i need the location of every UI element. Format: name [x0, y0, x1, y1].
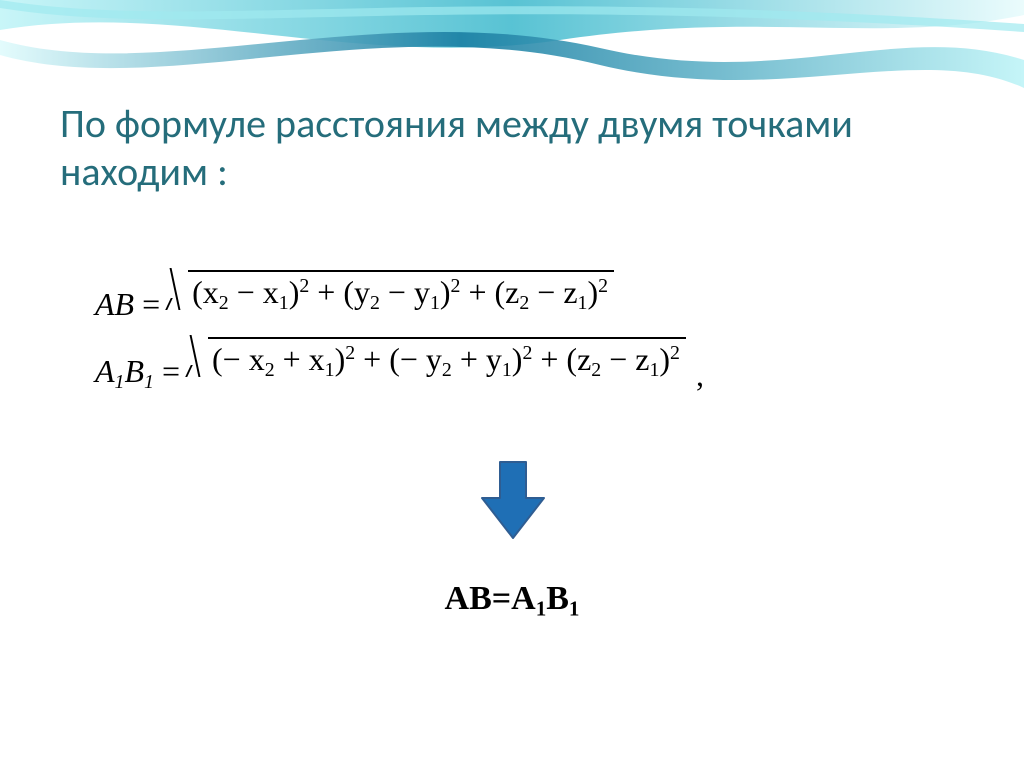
formula-2: A1B1 = (− x2 + x1)2 + (− y2 + y1)2 + (z2…: [95, 337, 915, 394]
slide-title: По формуле расстояния между двумя точкам…: [60, 100, 880, 196]
formula-1: AB = (x2 − x1)2 + (y2 − y1)2 + (z2 − z1)…: [95, 270, 915, 323]
sqrt-icon: (x2 − x1)2 + (y2 − y1)2 + (z2 − z1)2: [166, 270, 614, 315]
down-arrow-icon: [478, 460, 548, 540]
formula-2-body: (− x2 + x1)2 + (− y2 + y1)2 + (z2 − z1)2: [208, 337, 686, 382]
formula-1-body: (x2 − x1)2 + (y2 − y1)2 + (z2 − z1)2: [188, 270, 614, 315]
formula-1-lhs: AB =: [95, 286, 160, 323]
formula-2-trail: ,: [696, 357, 704, 394]
slide: По формуле расстояния между двумя точкам…: [0, 0, 1024, 768]
sqrt-icon: (− x2 + x1)2 + (− y2 + y1)2 + (z2 − z1)2: [186, 337, 686, 382]
formula-block: AB = (x2 − x1)2 + (y2 − y1)2 + (z2 − z1)…: [95, 270, 915, 408]
formula-2-lhs: A1B1 =: [95, 353, 180, 394]
result-equation: AB=A1B1: [0, 580, 1024, 621]
